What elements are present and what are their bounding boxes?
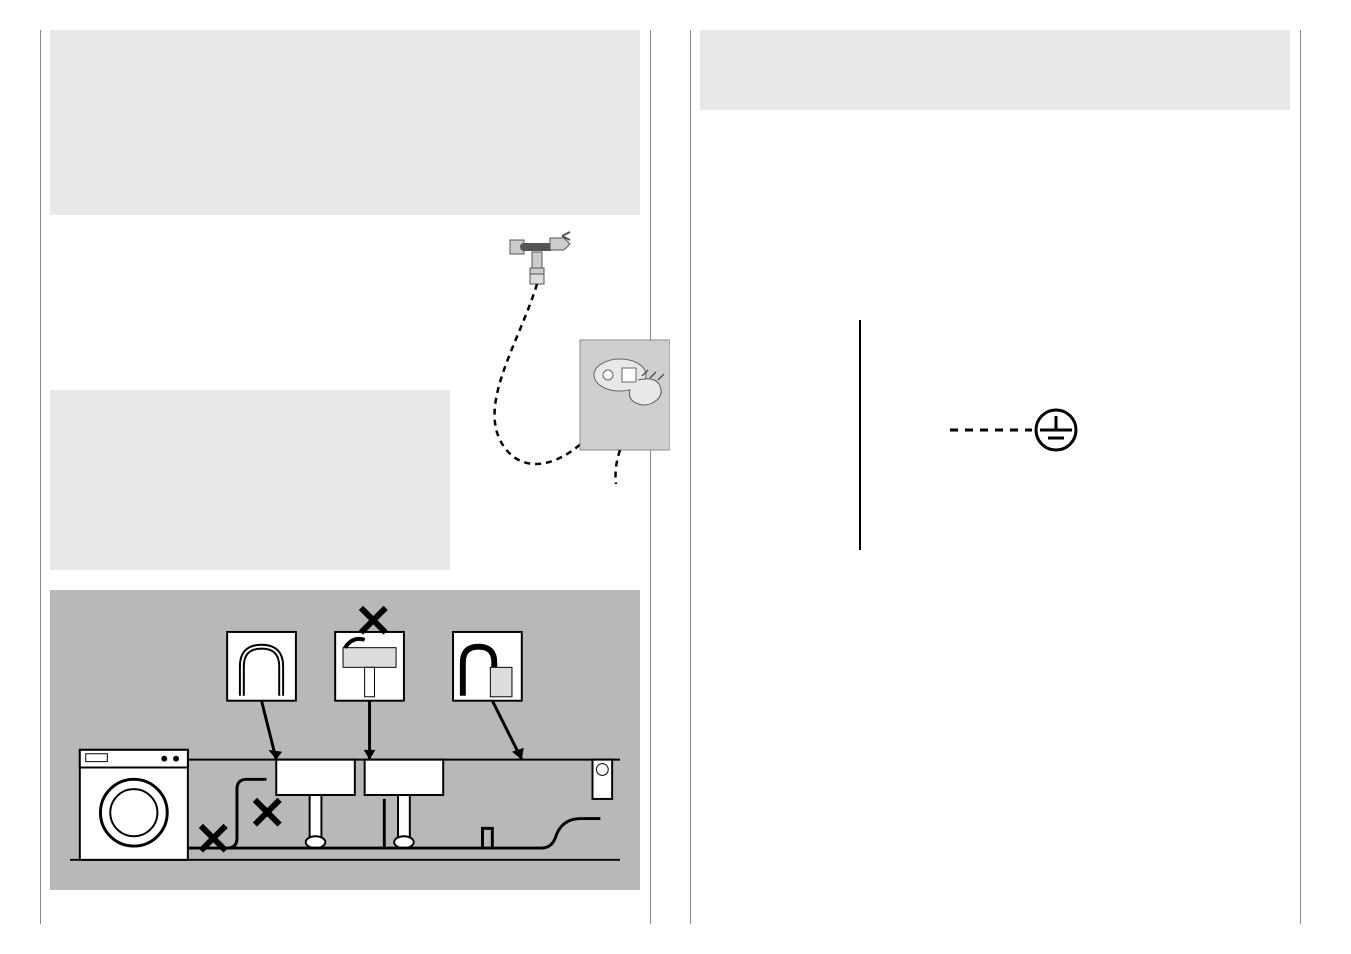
inset-sink-overflow xyxy=(335,632,404,760)
cross-icon: ✕ xyxy=(248,790,287,836)
cross-icon: ✕ xyxy=(194,816,233,862)
drain-illustration-panel: ✕ ✕ ✕ xyxy=(50,590,640,890)
supply-hose-tail-icon xyxy=(616,450,621,484)
washer-icon xyxy=(80,750,188,860)
tap-hose-illustration xyxy=(470,230,670,490)
inset-standpipe xyxy=(453,632,524,760)
page-separator-right-a xyxy=(690,30,691,924)
sink-left-icon xyxy=(276,760,355,848)
earth-symbol-illustration xyxy=(820,320,1170,550)
sink-right-icon xyxy=(365,760,444,848)
left-page: ✕ ✕ ✕ xyxy=(50,30,640,924)
earth-ground-icon xyxy=(1036,410,1076,450)
cross-icon: ✕ xyxy=(354,598,393,644)
right-page xyxy=(700,30,1290,924)
page-separator-right-b xyxy=(1300,30,1301,924)
inset-u-bend xyxy=(227,632,296,760)
warning-box-top xyxy=(50,30,640,215)
heading-box-right xyxy=(700,30,1290,110)
washer-inlet-panel-icon xyxy=(580,340,670,450)
wall-standpipe-icon xyxy=(483,760,613,848)
tap-icon xyxy=(510,232,570,284)
page-separator-left xyxy=(40,30,41,924)
warning-box-mid xyxy=(50,390,450,570)
drain-illustration: ✕ ✕ ✕ xyxy=(70,600,620,880)
